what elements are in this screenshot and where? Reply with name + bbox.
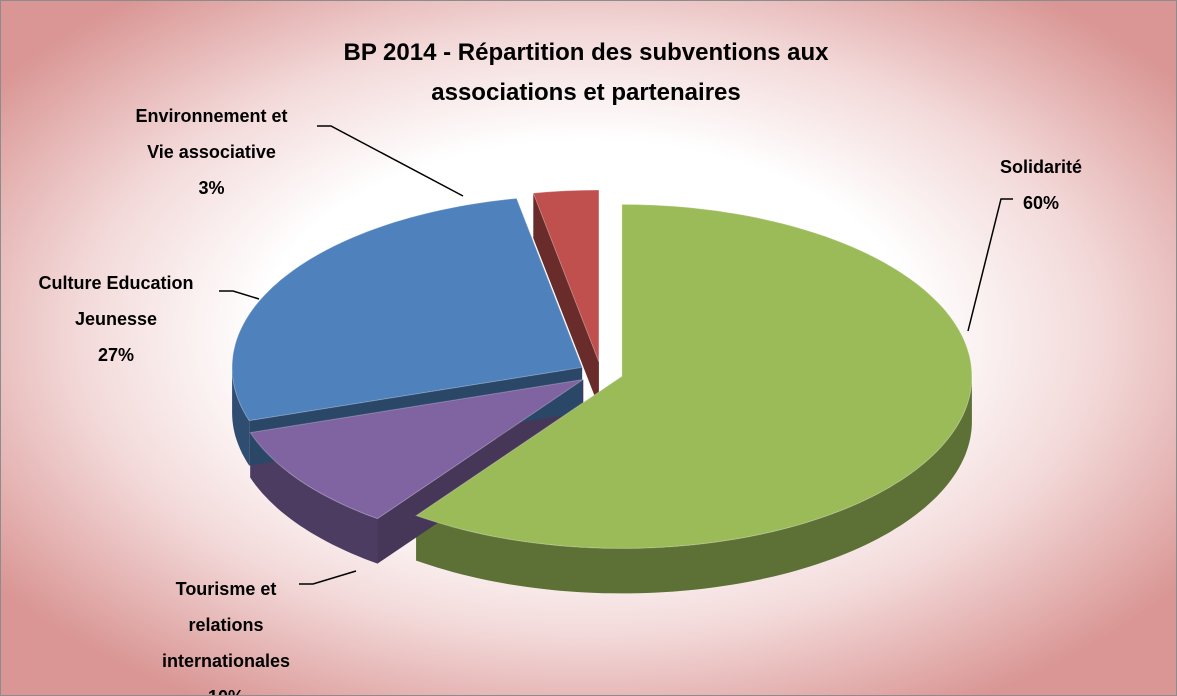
data-label-name: Environnement et Vie associative <box>135 106 288 162</box>
data-label-value: 60% <box>1022 193 1060 213</box>
slice-side <box>416 376 972 594</box>
data-label-value: 3% <box>198 178 225 198</box>
data-label-name: Solidarité <box>999 157 1083 177</box>
slice-side <box>232 367 250 466</box>
data-label-value: 27% <box>97 345 135 365</box>
chart-title: BP 2014 - Répartition des subventions au… <box>343 39 829 106</box>
leader-line <box>219 290 260 300</box>
data-label-value: 10% <box>151 679 301 695</box>
slice-side <box>250 432 378 564</box>
data-label: Environnement et Vie associative 3% <box>129 98 294 206</box>
data-label: Tourisme et relations internationales 10% <box>151 571 301 695</box>
slice-side <box>533 193 599 407</box>
data-label: Solidarité 60% <box>981 149 1101 221</box>
leader-line <box>299 570 357 585</box>
data-label: Culture Education Jeunesse 27% <box>26 265 206 373</box>
leader-lines <box>219 125 1013 585</box>
slice <box>231 197 583 422</box>
slice <box>249 379 584 520</box>
data-label-name: Tourisme et relations internationales <box>161 579 291 671</box>
leader-line <box>317 125 464 197</box>
slice <box>532 189 600 363</box>
leader-line <box>967 198 1013 332</box>
slice <box>415 203 973 549</box>
data-label-name: Culture Education Jeunesse <box>38 273 194 329</box>
